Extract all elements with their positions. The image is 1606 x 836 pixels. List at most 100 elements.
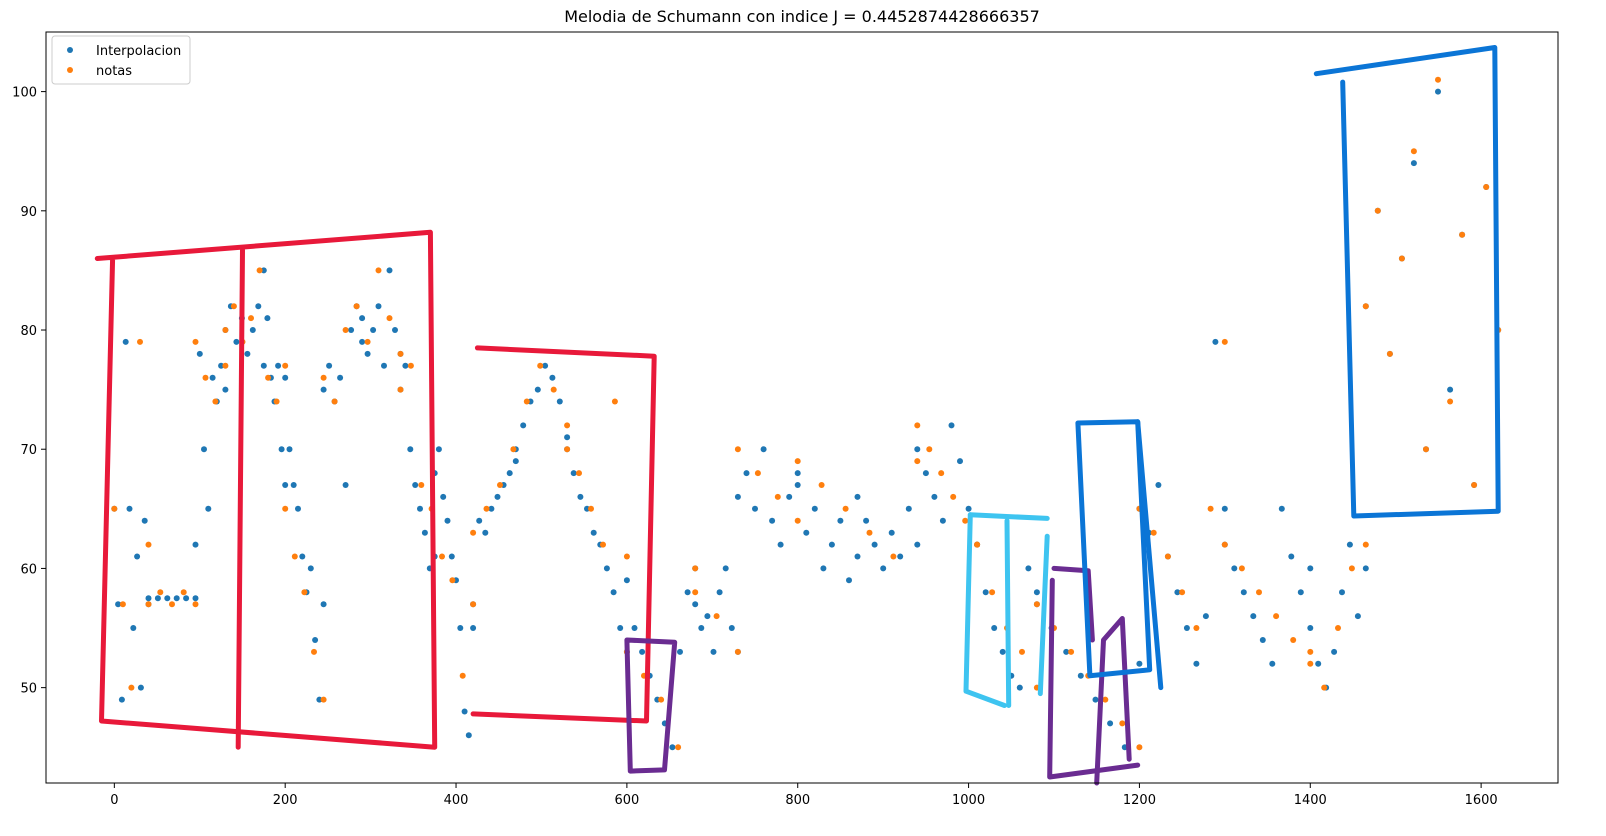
interpolacion-point [534, 386, 541, 393]
nota-point [483, 505, 490, 512]
annotation-stroke [1047, 577, 1141, 780]
nota-point [397, 386, 404, 393]
interpolacion-point [1354, 613, 1361, 620]
nota-point [1068, 648, 1075, 655]
interpolacion-point [871, 541, 878, 548]
nota-point [282, 362, 289, 369]
interpolacion-point [130, 625, 137, 631]
nota-point [989, 589, 996, 596]
interpolacion-point [421, 529, 428, 536]
nota-point [537, 362, 544, 369]
nota-point [459, 672, 466, 679]
interpolacion-point [722, 565, 729, 572]
interpolacion-point [939, 517, 946, 524]
interpolacion-point [914, 446, 921, 453]
interpolacion-point [457, 625, 464, 631]
nota-point [611, 398, 618, 405]
nota-point [1447, 398, 1454, 405]
interpolacion-point [692, 601, 699, 608]
interpolacion-point [440, 493, 447, 500]
x-tick-label: 800 [785, 793, 810, 808]
nota-point [282, 505, 289, 512]
points-layer [111, 76, 1502, 751]
nota-point [145, 601, 152, 608]
interpolacion-point [282, 374, 289, 381]
nota-point [470, 529, 477, 536]
interpolacion-point [777, 541, 784, 548]
annotation-stroke [94, 229, 438, 750]
interpolacion-point [623, 577, 630, 584]
interpolacion-point [506, 470, 513, 477]
nota-point [926, 446, 933, 453]
interpolacion-point [1212, 338, 1219, 345]
interpolacion-point [375, 303, 382, 310]
interpolacion-point [118, 696, 125, 703]
interpolacion-point [542, 362, 549, 369]
nota-point [523, 398, 530, 405]
annotation-layer [94, 45, 1501, 786]
interpolacion-point [260, 362, 267, 369]
interpolacion-point [320, 601, 327, 608]
interpolacion-point [1025, 565, 1032, 572]
nota-point [1221, 541, 1228, 548]
nota-point [202, 374, 209, 381]
nota-point [1410, 148, 1417, 155]
interpolacion-point [957, 458, 963, 465]
interpolacion-point [999, 648, 1006, 655]
interpolacion-point [312, 637, 319, 643]
interpolacion-point [512, 458, 519, 465]
interpolacion-point [286, 446, 293, 453]
nota-point [256, 267, 263, 274]
interpolacion-point [897, 553, 904, 560]
nota-point [600, 541, 606, 548]
interpolacion-point [386, 267, 393, 274]
nota-point [734, 446, 741, 453]
nota-point [1348, 565, 1355, 572]
annotation-stroke [1037, 533, 1050, 697]
nota-point [1471, 482, 1478, 488]
nota-point [212, 398, 219, 405]
interpolacion-point [556, 398, 563, 405]
interpolacion-point [991, 625, 998, 631]
nota-point [774, 493, 781, 500]
nota-point [128, 684, 135, 691]
interpolacion-point [278, 446, 285, 453]
nota-point [1435, 76, 1441, 83]
interpolacion-point [854, 553, 861, 560]
interpolacion-point [435, 446, 442, 453]
interpolacion-point [1278, 505, 1285, 512]
nota-point [1102, 696, 1109, 703]
nota-point [692, 589, 699, 596]
interpolacion-point [982, 589, 989, 596]
interpolacion-point [698, 625, 705, 631]
legend-label-interpolacion: Interpolacion [96, 44, 181, 59]
interpolacion-point [1331, 648, 1338, 655]
interpolacion-point [820, 565, 827, 572]
interpolacion-point [520, 422, 527, 429]
interpolacion-point [603, 565, 610, 572]
nota-point [962, 517, 969, 524]
legend-marker-interpolacion [67, 47, 73, 53]
nota-point [439, 553, 445, 560]
interpolacion-point [290, 482, 297, 488]
y-tick-label: 100 [12, 86, 37, 101]
interpolacion-point [326, 362, 333, 369]
interpolacion-point [183, 595, 190, 602]
interpolacion-point [590, 529, 597, 536]
interpolacion-point [1155, 482, 1162, 488]
nota-point [794, 458, 801, 465]
nota-point [564, 422, 571, 429]
nota-point [550, 386, 557, 393]
interpolacion-point [639, 648, 646, 655]
interpolacion-point [669, 744, 676, 751]
nota-point [692, 565, 699, 572]
annotation-stroke [1075, 419, 1153, 679]
nota-point [1398, 255, 1405, 262]
interpolacion-point [295, 505, 301, 512]
nota-point [974, 541, 981, 548]
interpolacion-point [316, 696, 323, 703]
nota-point [890, 553, 897, 560]
annotation-stroke [1313, 45, 1501, 519]
y-tick-label: 90 [20, 205, 37, 220]
